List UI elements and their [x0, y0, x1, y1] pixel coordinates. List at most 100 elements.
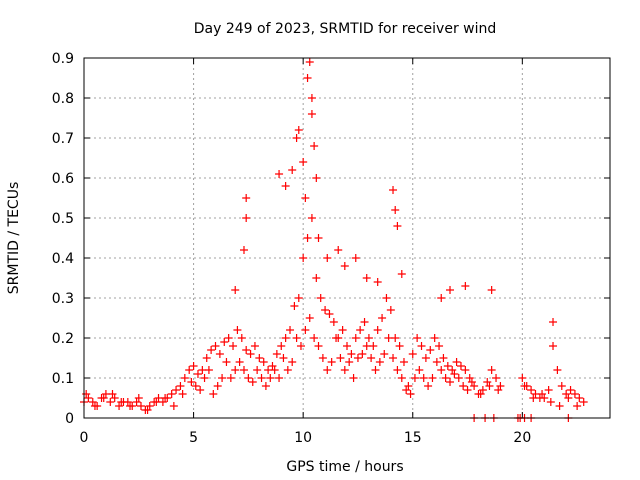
x-axis-label: GPS time / hours	[286, 459, 403, 475]
data-point	[437, 294, 446, 302]
data-point	[178, 390, 187, 398]
data-point	[351, 254, 360, 262]
x-tick-label: 5	[189, 430, 198, 446]
data-point	[99, 394, 108, 402]
data-point	[202, 354, 211, 362]
data-point	[161, 394, 170, 402]
data-point	[193, 370, 202, 378]
plot-frame	[83, 57, 611, 419]
data-point	[461, 282, 470, 290]
data-point	[410, 374, 419, 382]
data-point	[494, 386, 503, 394]
data-point	[211, 342, 220, 350]
data-point	[419, 374, 428, 382]
data-point	[272, 350, 281, 358]
data-point	[310, 142, 319, 150]
data-point	[204, 366, 213, 374]
data-point	[316, 294, 325, 302]
data-point	[246, 350, 255, 358]
data-point	[305, 314, 314, 322]
data-point	[573, 402, 582, 410]
data-point	[303, 74, 312, 82]
data-point	[371, 366, 380, 374]
data-point	[126, 402, 135, 410]
data-point	[340, 262, 349, 270]
data-point	[446, 286, 455, 294]
data-point	[389, 186, 398, 194]
data-point	[399, 358, 408, 366]
data-point	[415, 366, 424, 374]
data-point	[176, 382, 185, 390]
data-point	[417, 342, 426, 350]
data-point	[242, 194, 251, 202]
data-point	[294, 126, 303, 134]
data-point	[312, 174, 321, 182]
data-point	[353, 354, 362, 362]
data-point	[347, 350, 356, 358]
data-point	[452, 358, 461, 366]
data-point	[340, 366, 349, 374]
data-point	[549, 342, 558, 350]
data-point	[367, 354, 376, 362]
data-point	[327, 358, 336, 366]
data-point	[226, 374, 235, 382]
grid	[84, 58, 610, 418]
data-point	[299, 158, 308, 166]
data-point	[579, 398, 588, 406]
data-point	[358, 350, 367, 358]
y-tick-label: 0.8	[52, 91, 74, 107]
data-point	[106, 398, 115, 406]
data-point	[239, 246, 248, 254]
data-point	[286, 326, 295, 334]
y-tick-label: 0.9	[52, 51, 74, 67]
data-point	[312, 274, 321, 282]
data-point	[450, 370, 459, 378]
data-point	[518, 374, 527, 382]
data-point	[279, 354, 288, 362]
data-point	[555, 402, 564, 410]
data-point	[437, 366, 446, 374]
data-point	[244, 374, 253, 382]
data-point	[564, 394, 573, 402]
data-point	[323, 254, 332, 262]
data-point	[549, 318, 558, 326]
data-point	[356, 326, 365, 334]
data-point	[207, 346, 216, 354]
data-point	[391, 206, 400, 214]
data-point	[307, 94, 316, 102]
data-point	[253, 366, 262, 374]
data-point	[301, 194, 310, 202]
data-point	[283, 366, 292, 374]
y-tick-label: 0.1	[52, 371, 74, 387]
data-point	[275, 374, 284, 382]
data-point	[406, 390, 415, 398]
data-point	[215, 350, 224, 358]
data-point	[439, 354, 448, 362]
data-point	[242, 346, 251, 354]
data-point	[314, 342, 323, 350]
data-point	[296, 342, 305, 350]
data-point	[231, 286, 240, 294]
data-point	[290, 302, 299, 310]
data-point	[456, 362, 465, 370]
data-point	[487, 286, 496, 294]
data-point	[538, 390, 547, 398]
data-point	[323, 366, 332, 374]
data-point	[90, 402, 99, 410]
data-point	[233, 326, 242, 334]
data-point	[292, 334, 301, 342]
data-point	[373, 326, 382, 334]
data-point	[570, 390, 579, 398]
data-point	[288, 358, 297, 366]
data-point	[384, 334, 393, 342]
data-point	[413, 334, 422, 342]
data-point	[167, 390, 176, 398]
data-point	[463, 386, 472, 394]
data-point	[239, 366, 248, 374]
data-point	[408, 350, 417, 358]
x-tick-label: 15	[404, 430, 422, 446]
data-point	[446, 378, 455, 386]
data-point	[393, 366, 402, 374]
data-point	[200, 374, 209, 382]
